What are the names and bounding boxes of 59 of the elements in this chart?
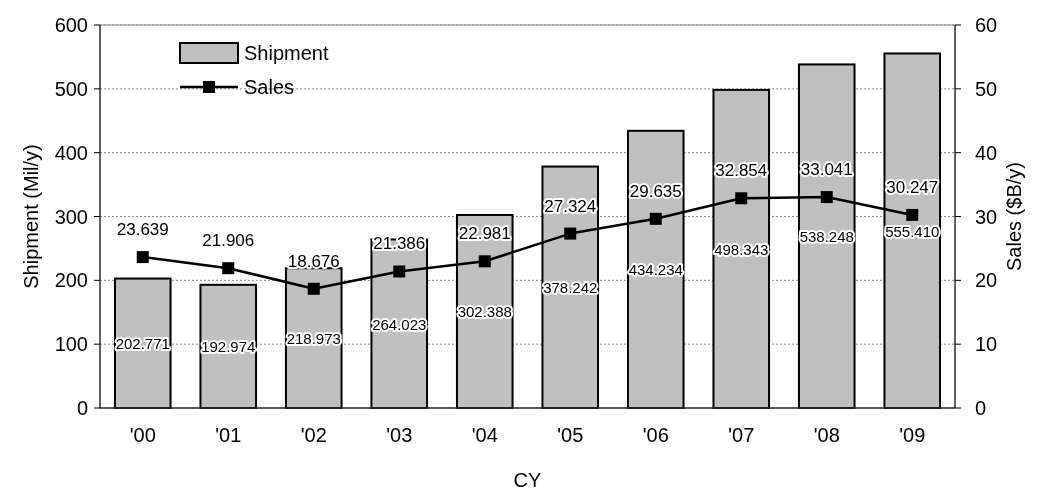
data-label: 21.386 <box>373 234 426 254</box>
x-tick-label: '07 <box>728 424 755 446</box>
y-tick-label: 500 <box>54 77 88 100</box>
legend-label: Shipment <box>244 42 329 64</box>
y-tick-label: 400 <box>54 141 88 164</box>
data-label: 538.248 <box>799 228 854 246</box>
data-label: 192.974 <box>201 338 256 356</box>
point <box>222 262 235 275</box>
y-tick-label: 300 <box>54 205 88 228</box>
y2-tick-label: 50 <box>975 77 998 100</box>
y2-tick-label: 40 <box>975 141 998 164</box>
y2-axis-title: Sales ($B/y) <box>1003 162 1025 271</box>
data-label: 30.247 <box>886 177 939 197</box>
point <box>906 208 919 221</box>
data-label: 18.676 <box>287 251 340 271</box>
data-label: 434.234 <box>628 261 683 279</box>
point <box>649 212 662 225</box>
point <box>735 192 748 205</box>
point <box>478 255 491 268</box>
x-tick-label: '02 <box>300 424 327 446</box>
data-label: 264.023 <box>372 315 427 333</box>
x-tick-label: '04 <box>471 424 498 446</box>
y2-tick-label: 60 <box>975 14 998 36</box>
data-label: 33.041 <box>800 160 853 180</box>
x-tick-label: '03 <box>386 424 413 446</box>
data-label: 23.639 <box>116 220 169 240</box>
point <box>393 265 406 278</box>
data-label: 218.973 <box>286 330 341 348</box>
data-label: 22.981 <box>458 224 511 244</box>
y2-tick-label: 20 <box>975 269 998 292</box>
x-tick-label: '05 <box>557 424 584 446</box>
x-tick-label: '08 <box>813 424 840 446</box>
x-tick-label: '00 <box>129 424 156 446</box>
y-tick-label: 200 <box>54 269 88 292</box>
data-label: 202.771 <box>115 335 170 353</box>
data-label: 32.854 <box>715 161 768 181</box>
point <box>136 251 149 264</box>
y-tick-label: 100 <box>54 333 88 356</box>
data-label: 29.635 <box>629 181 682 201</box>
x-tick-label: '01 <box>215 424 242 446</box>
x-tick-label: '09 <box>899 424 926 446</box>
data-label: 498.343 <box>714 240 769 258</box>
x-tick-label: '06 <box>642 424 669 446</box>
y2-tick-label: 10 <box>975 333 998 356</box>
y-tick-label: 0 <box>76 397 88 419</box>
data-label: 378.242 <box>543 279 598 297</box>
y-axis-title: Shipment (Mil/y) <box>20 144 42 289</box>
legend-label: Sales <box>244 76 295 98</box>
data-label: 555.410 <box>885 222 940 240</box>
y-tick-label: 600 <box>54 14 88 36</box>
point <box>564 227 577 240</box>
data-label: 21.906 <box>202 231 255 251</box>
y2-tick-label: 30 <box>975 205 998 228</box>
point <box>820 191 833 204</box>
point <box>307 282 320 295</box>
y2-tick-label: 0 <box>975 397 987 419</box>
data-label: 27.324 <box>544 196 597 216</box>
x-axis-title: CY <box>513 469 542 491</box>
data-label: 302.388 <box>457 303 512 321</box>
